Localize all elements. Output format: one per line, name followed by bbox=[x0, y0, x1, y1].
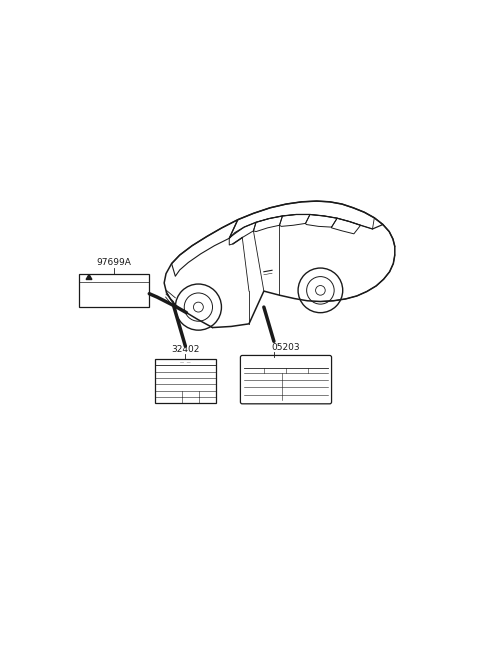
Bar bbox=[155, 359, 216, 403]
Text: 05203: 05203 bbox=[272, 342, 300, 352]
Bar bbox=[79, 274, 149, 307]
Text: 97699A: 97699A bbox=[96, 258, 132, 267]
Text: 32402: 32402 bbox=[171, 344, 200, 354]
Polygon shape bbox=[86, 274, 92, 279]
Text: —  —: — — bbox=[180, 360, 191, 364]
